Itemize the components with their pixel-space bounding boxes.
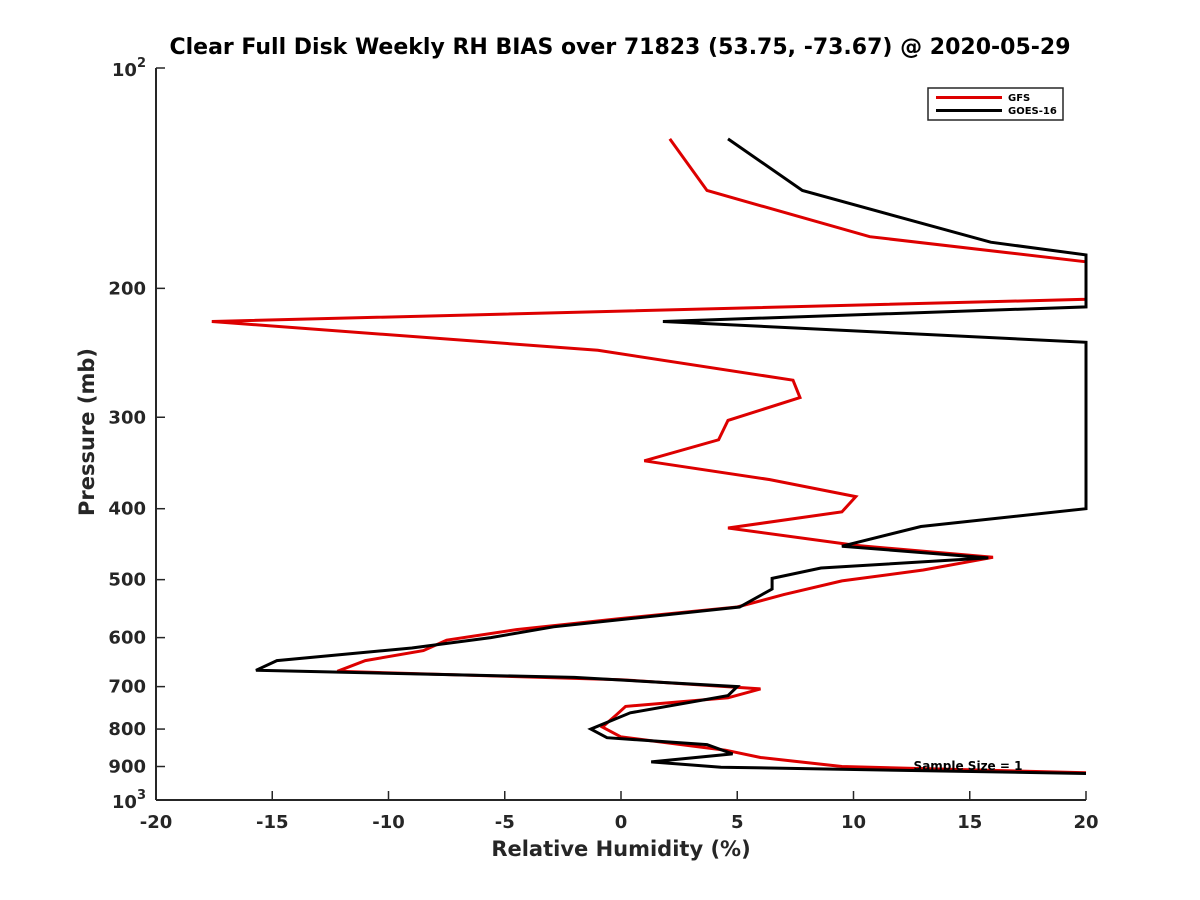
legend-box <box>927 87 1064 121</box>
y-tick-label: 400 <box>108 499 146 520</box>
x-tick-label: 10 <box>841 812 866 833</box>
legend-label-goes16: GOES-16 <box>1008 106 1057 117</box>
x-tick-label: -10 <box>372 812 405 833</box>
legend: GFS GOES-16 <box>927 87 1064 121</box>
plot-axes <box>155 68 1086 801</box>
chart-title: Clear Full Disk Weekly RH BIAS over 7182… <box>169 35 1070 60</box>
y-tick-label: 600 <box>108 628 146 649</box>
x-tick-label: 15 <box>957 812 982 833</box>
x-tick-label: 20 <box>1073 812 1098 833</box>
y-tick-label: 300 <box>108 407 146 428</box>
x-tick-label: 0 <box>615 812 628 833</box>
x-ticks: -20 -15 -10 -5 0 5 10 15 20 <box>140 791 1099 833</box>
x-axis-label: Relative Humidity (%) <box>491 837 750 861</box>
y-axis-label: Pressure (mb) <box>75 348 99 516</box>
x-tick-label: 5 <box>731 812 744 833</box>
sample-size-annotation: Sample Size = 1 <box>914 759 1023 773</box>
x-tick-label: -20 <box>140 812 173 833</box>
x-tick-label: -15 <box>256 812 289 833</box>
series-line-gfs <box>211 138 1088 775</box>
y-tick-label: 700 <box>108 677 146 698</box>
y-tick-label-power: 103 <box>112 788 146 813</box>
series-layer <box>211 137 1088 775</box>
y-tick-label: 500 <box>108 570 146 591</box>
y-tick-label-power: 102 <box>112 56 146 81</box>
x-tick-label: -5 <box>495 812 515 833</box>
y-ticks: 200 300 400 500 600 700 800 900 102 103 <box>108 56 165 813</box>
y-tick-label: 800 <box>108 719 146 740</box>
y-tick-label: 900 <box>108 757 146 778</box>
series-line-goes16 <box>255 137 1088 775</box>
legend-label-gfs: GFS <box>1008 93 1030 104</box>
y-tick-label: 200 <box>108 278 146 299</box>
